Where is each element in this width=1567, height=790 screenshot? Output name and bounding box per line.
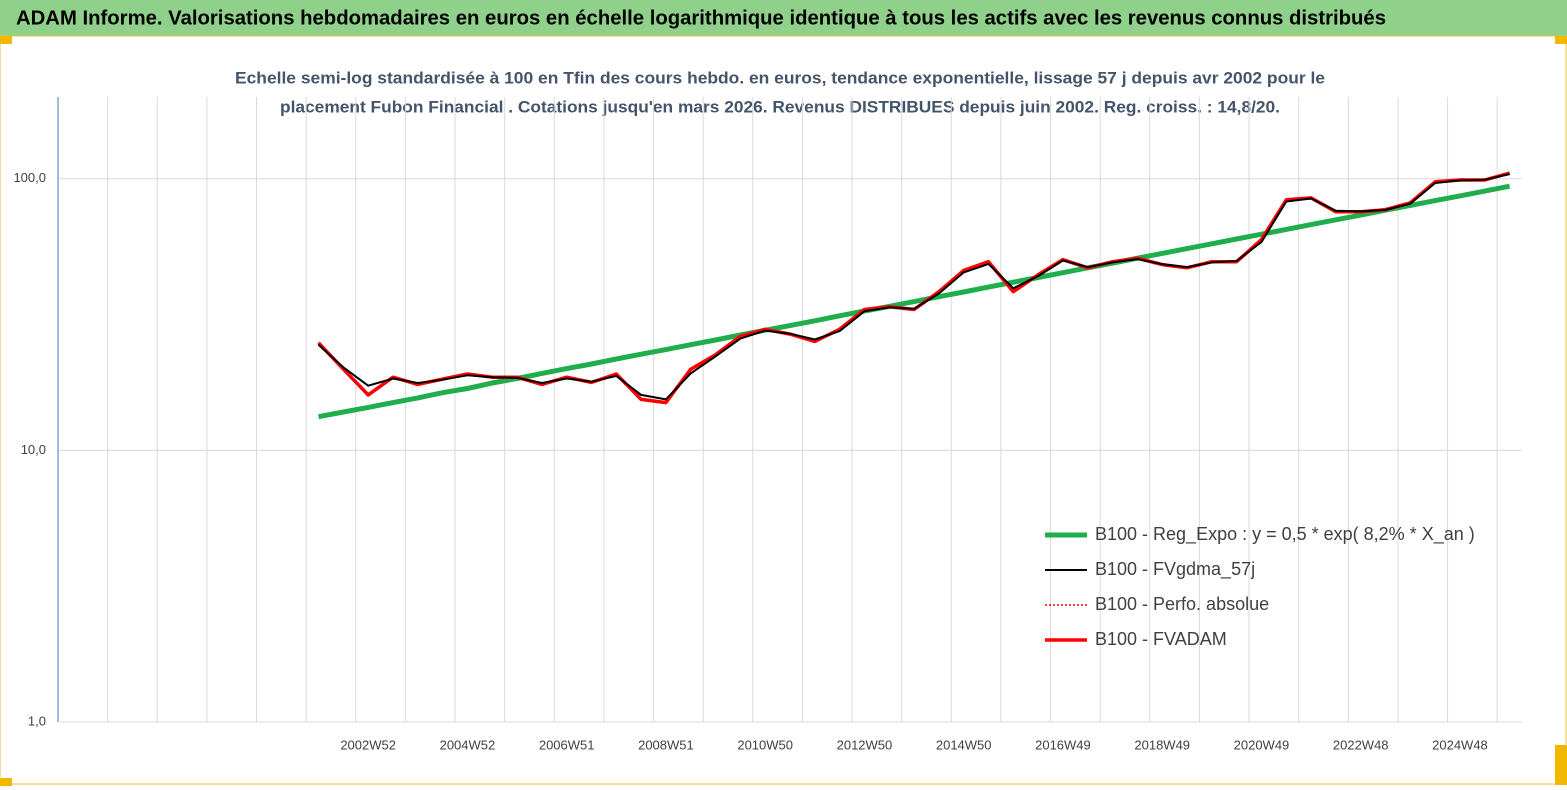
legend-label: B100 - Reg_Expo : y = 0,5 * exp( 8,2% * …	[1095, 524, 1475, 545]
x-tick-label: 2002W52	[340, 737, 396, 752]
x-tick-label: 2006W51	[539, 737, 595, 752]
frame	[0, 35, 1567, 785]
corner	[0, 36, 12, 44]
x-tick-label: 2024W48	[1432, 737, 1488, 752]
chart-title: Echelle semi-log standardisée à 100 en T…	[235, 68, 1325, 87]
x-tick-label: 2014W50	[936, 737, 992, 752]
chart-title: placement Fubon Financial . Cotations ju…	[280, 97, 1280, 116]
x-tick-label: 2004W52	[440, 737, 496, 752]
y-tick-label: 100,0	[13, 170, 46, 185]
page-title: ADAM Informe. Valorisations hebdomadaire…	[16, 7, 1386, 29]
x-tick-label: 2016W49	[1035, 737, 1091, 752]
series-line	[317, 173, 1510, 401]
legend-label: B100 - Perfo. absolue	[1095, 594, 1269, 614]
x-tick-label: 2012W50	[837, 737, 893, 752]
legend-label: B100 - FVgdma_57j	[1095, 559, 1255, 580]
corner	[1555, 745, 1567, 785]
x-tick-label: 2020W49	[1234, 737, 1290, 752]
corner	[1555, 36, 1567, 44]
y-tick-label: 10,0	[21, 442, 46, 457]
corner	[0, 778, 12, 786]
legend-label: B100 - FVADAM	[1095, 629, 1227, 649]
header-banner	[0, 0, 1567, 36]
x-tick-label: 2022W48	[1333, 737, 1389, 752]
x-tick-label: 2018W49	[1134, 737, 1190, 752]
x-tick-label: 2010W50	[737, 737, 793, 752]
x-tick-label: 2008W51	[638, 737, 694, 752]
y-tick-label: 1,0	[28, 713, 46, 728]
